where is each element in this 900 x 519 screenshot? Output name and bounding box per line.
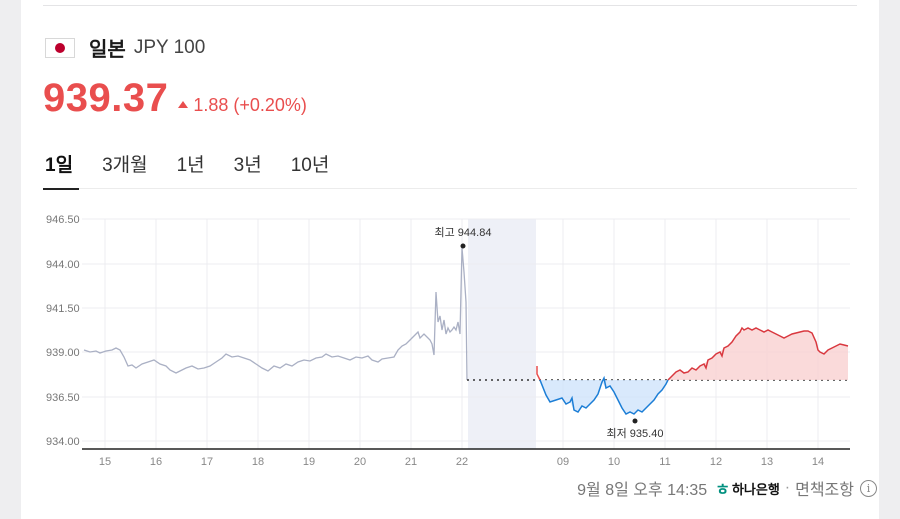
svg-text:15: 15	[99, 456, 111, 468]
disclaimer-link[interactable]: 면책조항	[795, 482, 854, 499]
high-marker	[460, 243, 466, 249]
svg-text:12: 12	[710, 456, 722, 468]
tab-1-year[interactable]: 1년	[176, 155, 205, 176]
y-axis-labels: 946.50 944.00 941.50 939.00 936.50 934.0…	[46, 214, 80, 448]
high-annotation: 최고 944.84	[435, 226, 492, 239]
svg-text:10: 10	[608, 456, 620, 468]
bank-name: 하나은행	[731, 481, 780, 497]
japan-flag-icon	[45, 37, 75, 58]
quote-card	[21, 0, 879, 519]
price-change: 1.88 (+0.20%)	[178, 95, 307, 116]
svg-text:21: 21	[405, 456, 417, 468]
today-above-line	[667, 326, 849, 381]
svg-text:11: 11	[659, 456, 670, 468]
svg-text:936.50: 936.50	[46, 392, 80, 404]
info-icon[interactable]: i	[860, 479, 877, 497]
svg-text:13: 13	[761, 456, 773, 468]
svg-text:09: 09	[557, 456, 569, 468]
svg-text:941.50: 941.50	[46, 303, 80, 315]
low-annotation: 최저 935.40	[607, 427, 664, 440]
today-open-line	[536, 366, 541, 381]
country-name: 일본	[89, 39, 126, 61]
current-price: 939.37	[43, 76, 169, 120]
currency-ticker: JPY 100	[133, 36, 206, 58]
hana-bank-icon: ㅎ	[715, 482, 730, 499]
previous-days-line	[83, 247, 468, 381]
tab-1-day[interactable]: 1일	[45, 155, 74, 176]
x-axis-labels: 15 16 17 18 19 20 21 22 09 10 11 12 13 1…	[99, 456, 824, 468]
svg-text:19: 19	[303, 456, 315, 468]
tab-3-months[interactable]: 3개월	[102, 155, 148, 176]
hana-bank-logo: ㅎ 하나은행	[715, 476, 780, 500]
tab-10-years[interactable]: 10년	[290, 155, 330, 176]
night-session-shade	[468, 219, 536, 449]
svg-text:934.00: 934.00	[46, 436, 80, 448]
price-row: 939.37 1.88 (+0.20%)	[43, 76, 307, 121]
active-tab-indicator	[43, 188, 79, 190]
moon-icon	[509, 455, 515, 467]
svg-text:939.00: 939.00	[46, 347, 80, 359]
footer: 9월 8일 오후 14:35 ㅎ 하나은행 · 면책조항 i	[577, 476, 877, 500]
up-triangle-icon	[178, 101, 189, 108]
svg-text:16: 16	[150, 456, 162, 468]
today-below-line	[539, 375, 669, 415]
svg-text:14: 14	[812, 456, 824, 468]
period-tabs: 1일 3개월 1년 3년 10년	[45, 150, 358, 189]
svg-text:20: 20	[354, 456, 366, 468]
low-marker	[632, 418, 638, 424]
svg-text:946.50: 946.50	[46, 214, 80, 226]
update-timestamp: 9월 8일 오후 14:35	[577, 482, 708, 499]
change-percent: (+0.20%)	[233, 95, 307, 115]
tabs-divider	[79, 188, 857, 189]
svg-text:18: 18	[252, 456, 264, 468]
separator: ·	[784, 479, 791, 496]
svg-text:17: 17	[201, 456, 213, 468]
today-above-area	[668, 328, 848, 380]
svg-text:22: 22	[456, 456, 468, 468]
today-below-area	[540, 380, 668, 414]
quote-header: 일본 JPY 100	[45, 33, 205, 62]
svg-text:944.00: 944.00	[46, 259, 80, 271]
tab-3-years[interactable]: 3년	[233, 155, 262, 176]
top-divider	[43, 5, 857, 6]
change-amount: 1.88	[193, 95, 229, 115]
